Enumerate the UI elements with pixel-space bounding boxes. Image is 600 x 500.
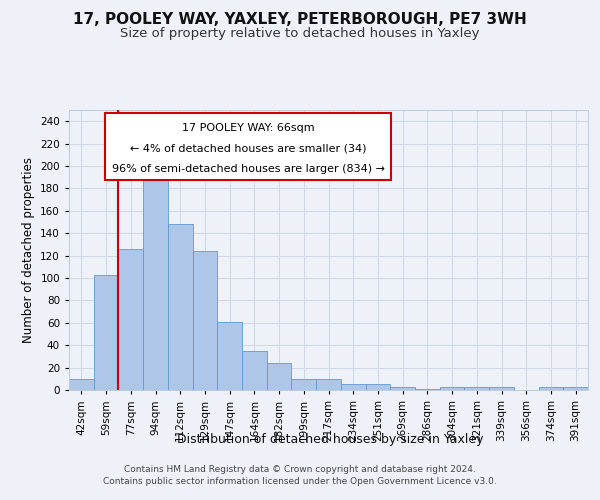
Bar — [143, 168, 168, 390]
Bar — [489, 386, 514, 390]
Bar — [217, 322, 242, 390]
Bar — [292, 379, 316, 390]
Bar — [440, 386, 464, 390]
Text: Distribution of detached houses by size in Yaxley: Distribution of detached houses by size … — [177, 432, 483, 446]
Text: Contains public sector information licensed under the Open Government Licence v3: Contains public sector information licen… — [103, 477, 497, 486]
Bar — [415, 389, 440, 390]
Bar — [69, 379, 94, 390]
Y-axis label: Number of detached properties: Number of detached properties — [22, 157, 35, 343]
Bar — [390, 386, 415, 390]
Text: 96% of semi-detached houses are larger (834) →: 96% of semi-detached houses are larger (… — [112, 164, 385, 173]
Bar — [118, 249, 143, 390]
Text: ← 4% of detached houses are smaller (34): ← 4% of detached houses are smaller (34) — [130, 144, 367, 154]
Bar — [242, 351, 267, 390]
Text: Contains HM Land Registry data © Crown copyright and database right 2024.: Contains HM Land Registry data © Crown c… — [124, 465, 476, 474]
Bar — [168, 224, 193, 390]
Text: Size of property relative to detached houses in Yaxley: Size of property relative to detached ho… — [120, 28, 480, 40]
Bar — [316, 379, 341, 390]
Text: 17, POOLEY WAY, YAXLEY, PETERBOROUGH, PE7 3WH: 17, POOLEY WAY, YAXLEY, PETERBOROUGH, PE… — [73, 12, 527, 28]
Bar — [193, 251, 217, 390]
Text: 17 POOLEY WAY: 66sqm: 17 POOLEY WAY: 66sqm — [182, 122, 314, 132]
Bar — [563, 386, 588, 390]
FancyBboxPatch shape — [106, 113, 391, 180]
Bar — [267, 363, 292, 390]
Bar — [94, 274, 118, 390]
Bar — [341, 384, 365, 390]
Bar — [365, 384, 390, 390]
Bar — [539, 386, 563, 390]
Bar — [464, 386, 489, 390]
